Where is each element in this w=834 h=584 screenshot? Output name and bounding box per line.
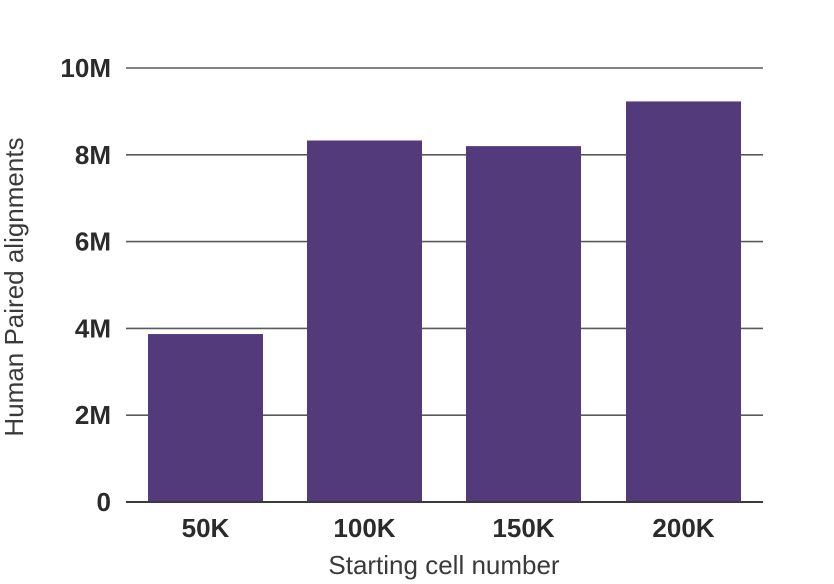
y-tick-label: 8M (75, 140, 111, 170)
x-tick-label: 100K (333, 513, 395, 543)
bars (148, 101, 741, 502)
y-tick-label: 4M (75, 313, 111, 343)
y-axis-title: Human Paired alignments (0, 137, 29, 436)
y-tick-labels: 0 2M 4M 6M 8M 10M (60, 53, 111, 517)
y-tick-label: 6M (75, 227, 111, 257)
bar-200k (626, 101, 741, 502)
x-tick-label: 50K (182, 513, 230, 543)
x-tick-label: 150K (492, 513, 554, 543)
x-axis-title: Starting cell number (328, 550, 560, 580)
y-tick-label: 2M (75, 400, 111, 430)
bar-150k (466, 146, 581, 502)
x-tick-labels: 50K 100K 150K 200K (182, 513, 715, 543)
x-tick-label: 200K (652, 513, 714, 543)
y-tick-label: 10M (60, 53, 111, 83)
bar-50k (148, 334, 263, 502)
y-tick-label: 0 (97, 487, 111, 517)
bar-100k (307, 140, 422, 502)
